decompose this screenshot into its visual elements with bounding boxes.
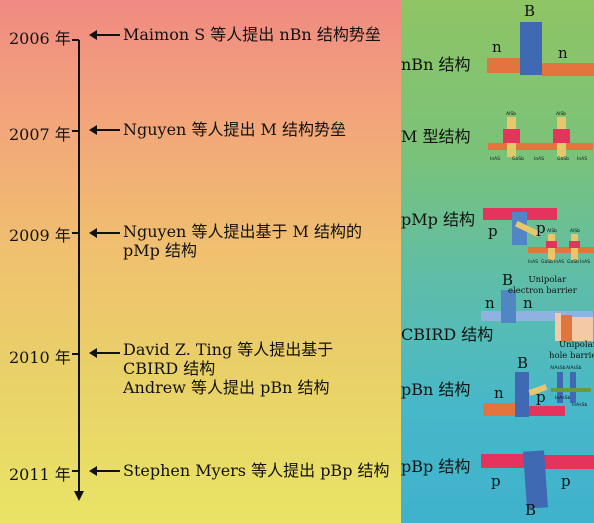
event-2009-line-2: pMp 结构 bbox=[123, 241, 197, 260]
tick-2009 bbox=[72, 232, 79, 234]
pmp-layer-2: GaSb bbox=[541, 260, 553, 265]
tick-2011 bbox=[72, 470, 79, 472]
pbn-p-layer bbox=[529, 406, 565, 416]
pmp-band-2 bbox=[569, 241, 580, 248]
year-2009: 2009 年 bbox=[9, 226, 71, 245]
event-2010: David Z. Ting 等人提出基于 CBIRD 结构 Andrew 等人提… bbox=[123, 340, 333, 397]
pbn-layer-1: AlAsSb bbox=[550, 366, 566, 371]
cbird-electron-barrier-line-2: electron barrier bbox=[508, 286, 577, 296]
cbird-n-left-text: n bbox=[485, 294, 495, 312]
pmp-p-right-text: p bbox=[536, 219, 546, 237]
arrow-2010 bbox=[89, 348, 120, 358]
pmp-band-1 bbox=[546, 241, 557, 248]
pbn-p-text: p bbox=[536, 388, 546, 406]
cbird-band bbox=[481, 311, 593, 321]
nbn-n-right-layer bbox=[542, 63, 594, 76]
event-2010-line-1: David Z. Ting 等人提出基于 bbox=[123, 340, 334, 359]
pbn-layer-4: InAsSb bbox=[572, 403, 588, 408]
m-alsb-2: AlSb bbox=[556, 112, 567, 117]
pbp-b-text: B bbox=[525, 501, 537, 519]
m-layer-2: GaSb bbox=[512, 157, 524, 162]
pbn-stack-2 bbox=[570, 372, 576, 403]
pbn-barrier bbox=[515, 372, 529, 417]
pbn-stack-1 bbox=[557, 372, 563, 403]
nbn-label: nBn 结构 bbox=[401, 55, 471, 74]
cbird-hole-barrier-line-1: Unipolar bbox=[559, 340, 594, 350]
m-layer-4: GaSb bbox=[557, 157, 569, 162]
pbn-b-text: B bbox=[517, 354, 529, 372]
pmp-alsb-2: AlSb bbox=[570, 229, 581, 234]
event-2007-line-1: Nguyen 等人提出 M 结构势垒 bbox=[123, 120, 347, 139]
pbn-layer-3: InAsSb bbox=[555, 396, 571, 401]
pbp-p-left-text: p bbox=[491, 472, 501, 490]
tick-2007 bbox=[72, 130, 79, 132]
pbp-p-right-text: p bbox=[561, 472, 571, 490]
timeline-panel: 2006 年 Maimon S 等人提出 nBn 结构势垒 2007 年 Ngu… bbox=[0, 0, 401, 523]
year-2010: 2010 年 bbox=[9, 348, 71, 367]
m-layer-5: InAS bbox=[577, 157, 588, 162]
pbn-label: pBn 结构 bbox=[401, 380, 471, 399]
arrow-2009 bbox=[89, 228, 120, 238]
event-2011-line-1: Stephen Myers 等人提出 pBp 结构 bbox=[123, 461, 390, 480]
timeline-axis bbox=[78, 40, 80, 495]
arrow-2011 bbox=[89, 466, 120, 476]
pmp-layer-3: InAS bbox=[554, 260, 565, 265]
pbp-label: pBp 结构 bbox=[401, 457, 471, 476]
m-band-1 bbox=[503, 129, 520, 143]
nbn-n-left-text: n bbox=[492, 38, 502, 56]
event-2007: Nguyen 等人提出 M 结构势垒 bbox=[123, 120, 346, 139]
pbn-layer-2: AlAsSb bbox=[566, 366, 582, 371]
pmp-p-left-text: p bbox=[488, 222, 498, 240]
cbird-hole-layer-b bbox=[572, 317, 593, 341]
pmp-layer-4: GaSb bbox=[567, 260, 579, 265]
pmp-alsb-1: AlSb bbox=[547, 229, 558, 234]
nbn-n-right-text: n bbox=[558, 44, 568, 62]
cbird-electron-barrier: Unipolar electron barrier bbox=[508, 275, 577, 297]
tick-2010 bbox=[72, 353, 79, 355]
pmp-layer-5: InAS bbox=[580, 260, 591, 265]
m-baseline bbox=[488, 143, 593, 150]
year-2007: 2007 年 bbox=[9, 125, 71, 144]
cbird-barrier bbox=[501, 290, 516, 323]
event-2006: Maimon S 等人提出 nBn 结构势垒 bbox=[123, 25, 381, 44]
cbird-hole-barrier-line-2: hole barrier bbox=[549, 351, 594, 361]
event-2010-line-2: CBIRD 结构 bbox=[123, 359, 216, 378]
m-layer-1: InAS bbox=[490, 157, 501, 162]
pmp-base bbox=[528, 247, 594, 253]
event-2006-line-1: Maimon S 等人提出 nBn 结构势垒 bbox=[123, 25, 381, 44]
cbird-hole-layer-a bbox=[560, 315, 572, 341]
pmp-layer-1: InAS bbox=[528, 260, 539, 265]
cbird-hole-barrier: Unipolar hole barrier bbox=[549, 340, 594, 362]
cbird-n-right-text: n bbox=[523, 294, 533, 312]
timeline-arrowhead bbox=[74, 491, 84, 501]
year-2006: 2006 年 bbox=[9, 29, 71, 48]
event-2010-line-3: Andrew 等人提出 pBn 结构 bbox=[123, 378, 330, 397]
arrow-2006 bbox=[89, 30, 120, 40]
event-2009-line-1: Nguyen 等人提出基于 M 结构的 bbox=[123, 222, 363, 241]
year-2011: 2011 年 bbox=[9, 465, 71, 484]
structures-panel: nBn 结构 B n n M 型结构 AlSb AlSb InAS GaSb I… bbox=[401, 0, 594, 523]
pmp-label: pMp 结构 bbox=[401, 210, 475, 229]
nbn-b-text: B bbox=[524, 2, 536, 20]
cbird-electron-barrier-line-1: Unipolar bbox=[528, 275, 567, 285]
tick-2006 bbox=[72, 39, 79, 41]
m-band-2 bbox=[553, 129, 570, 143]
nbn-barrier bbox=[520, 22, 542, 75]
event-2009: Nguyen 等人提出基于 M 结构的 pMp 结构 bbox=[123, 222, 362, 260]
arrow-2007 bbox=[89, 125, 120, 135]
pbp-p-left-layer bbox=[481, 454, 533, 468]
cbird-label: CBIRD 结构 bbox=[401, 325, 494, 344]
pbp-p-right-layer bbox=[540, 455, 594, 469]
m-layer-3: InAS bbox=[534, 157, 545, 162]
cbird-b-text: B bbox=[502, 271, 514, 289]
pbn-stack-base bbox=[551, 388, 591, 392]
m-label: M 型结构 bbox=[401, 127, 471, 146]
m-alsb-1: AlSb bbox=[506, 112, 517, 117]
pbp-barrier bbox=[523, 450, 548, 509]
event-2011: Stephen Myers 等人提出 pBp 结构 bbox=[123, 461, 390, 480]
pbn-n-text: n bbox=[494, 384, 504, 402]
cbird-hole-layer-c bbox=[555, 313, 561, 341]
